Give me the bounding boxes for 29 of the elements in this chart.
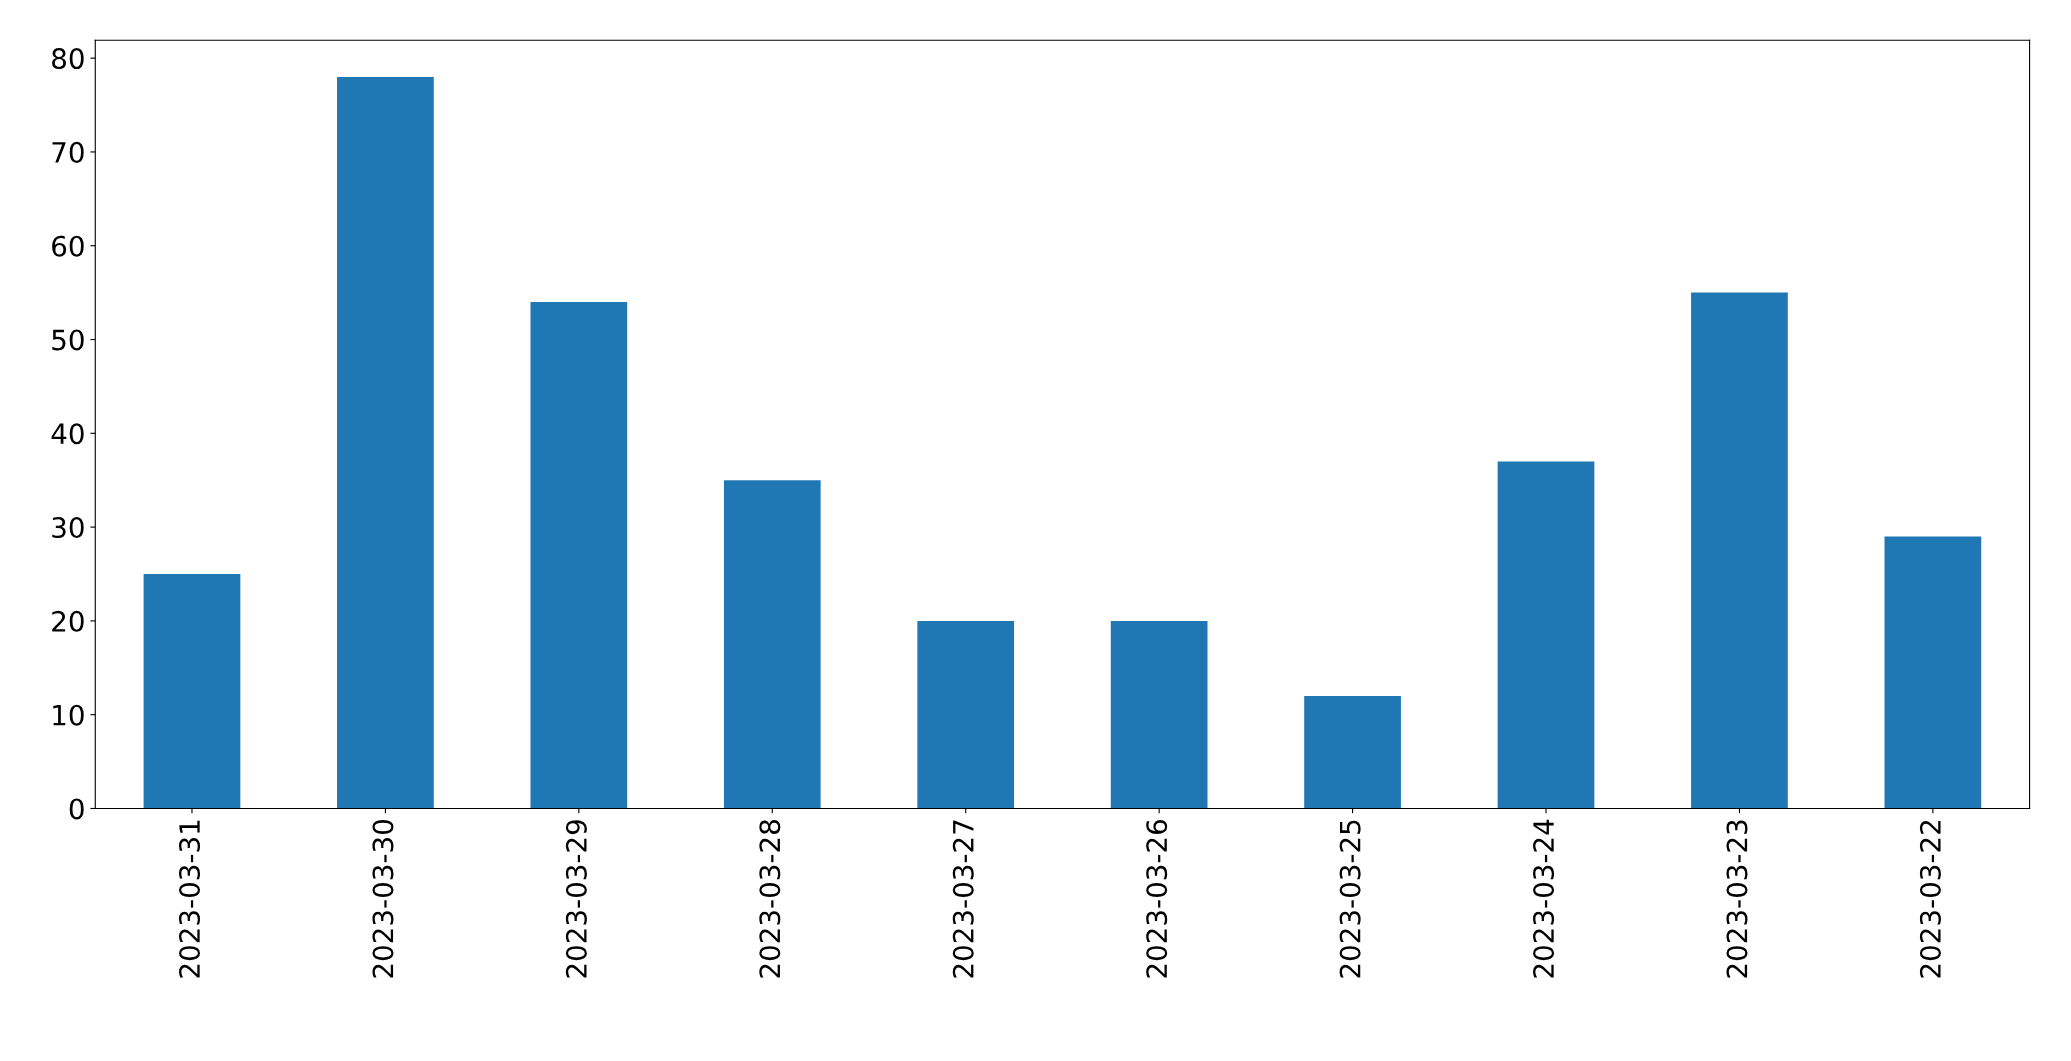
x-tick-label: 2023-03-28 <box>759 820 781 978</box>
x-tick-label: 2023-03-23 <box>1726 820 1748 978</box>
y-tick-label: 0 <box>69 798 84 820</box>
bar <box>1110 620 1208 809</box>
x-tick-label: 2023-03-31 <box>179 820 201 978</box>
bar <box>530 302 628 809</box>
y-tick-label: 50 <box>52 329 84 351</box>
y-tick-label: 30 <box>52 517 84 539</box>
x-tick-label: 2023-03-27 <box>952 820 974 978</box>
bar <box>143 574 241 809</box>
x-tick-label: 2023-03-26 <box>1146 819 1168 978</box>
bar <box>337 76 434 809</box>
bar <box>917 620 1015 809</box>
bar <box>1497 461 1595 809</box>
bar <box>1304 695 1401 809</box>
bar <box>1884 536 1982 809</box>
bar <box>1691 292 1788 809</box>
y-tick-label: 80 <box>52 48 84 70</box>
y-tick-label: 20 <box>52 610 84 632</box>
bar <box>723 480 821 809</box>
y-tick-label: 60 <box>52 235 84 257</box>
y-tick-label: 40 <box>51 423 84 445</box>
y-tick-label: 10 <box>53 704 84 726</box>
x-tick-label: 2023-03-30 <box>372 820 394 978</box>
x-tick-label: 2023-03-24 <box>1533 819 1555 978</box>
x-tick-label: 2023-03-22 <box>1919 820 1941 978</box>
x-tick-label: 2023-03-29 <box>565 820 587 978</box>
y-tick-label: 70 <box>52 141 84 163</box>
x-tick-label: 2023-03-25 <box>1339 820 1361 978</box>
